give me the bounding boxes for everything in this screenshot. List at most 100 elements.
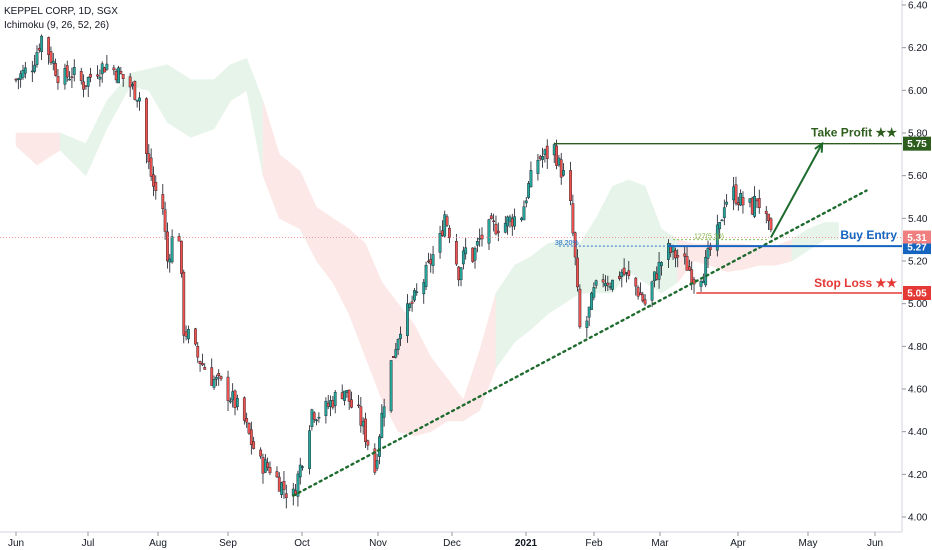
candle-body [282,481,286,490]
candle-body [601,279,605,283]
projection-arrow-head [814,141,824,153]
candle-body [503,222,507,233]
candle-body [56,76,60,84]
y-tick-label: 5.20 [908,257,928,268]
candle-body [135,99,139,102]
cloud-segment [316,207,334,284]
x-tick-label: Dec [443,538,461,549]
last-price-value: 5.31 [907,233,927,244]
candle-body [182,271,186,336]
candle-body [168,258,172,263]
candle-body [510,218,514,227]
support-trendline [292,189,868,497]
candle-body [198,361,202,365]
candle-body [734,184,738,204]
x-tick-label: Feb [585,538,603,549]
candle-body [767,213,770,222]
candle-body [152,174,155,187]
y-tick-label: 4.20 [908,470,928,481]
candle-body [545,145,549,159]
projection-arrow-line [770,143,824,239]
candle-body [461,250,465,265]
candle-body [242,397,246,421]
candle-body [138,97,141,102]
cloud-segment [530,243,548,330]
cloud-segment [742,243,760,270]
candle-body [524,200,528,204]
candle-body [30,70,34,73]
candle-body [68,78,71,81]
candle-body [722,207,726,218]
candle-body [592,287,596,298]
candle-body [324,400,328,416]
candle-body [378,436,381,457]
x-tick-label: Sep [219,538,237,549]
candle-body [82,81,85,90]
candle-body [233,390,237,408]
candle-body [489,215,493,220]
candle-body [54,63,58,76]
candle-body [245,418,249,423]
candle-body [657,261,661,280]
cloud-segment [579,217,597,294]
candle-body [748,198,752,203]
candle-body [527,183,531,198]
y-tick-label: 5.80 [908,129,928,140]
candle-body [413,290,416,301]
candle-body [35,52,39,65]
x-tick-label: Aug [149,538,167,549]
candle-body [228,400,232,403]
candle-body [79,71,83,81]
candle-body [261,457,265,474]
fib-level-label: 38.20% [555,240,579,247]
candle-body [559,159,563,178]
candle-body [366,440,370,446]
candle-body [343,390,346,401]
candle-body [263,459,267,473]
candle-body [112,67,116,71]
candle-body [606,282,610,286]
candle-body [145,98,148,154]
candle-body [84,85,88,87]
cloud-segment [15,132,38,166]
candle-body [536,159,540,174]
x-tick-label: Jun [867,538,883,549]
candle-body [86,77,90,87]
candle-body [576,257,579,288]
candle-body [196,346,200,358]
candle-body [23,67,27,74]
candle-body [573,232,577,258]
cloud-segment [85,100,108,176]
buy-entry-label: Buy Entry [840,228,897,242]
candle-body [252,441,256,449]
buy-entry-price: 5.27 [907,243,927,254]
candle-body [706,248,710,259]
candle-body [552,144,556,156]
candle-body [701,280,705,284]
candle-body [210,367,214,386]
candle-body [226,376,230,401]
candle-body [170,236,174,263]
y-tick-label: 5.40 [908,214,928,225]
candle-body [16,78,20,80]
candle-body [359,406,363,426]
cloud-segment [446,377,464,422]
candle-body [685,256,689,271]
last-price-tag [903,230,931,244]
candle-body [329,400,332,408]
candle-body [117,67,120,84]
candle-body [625,272,628,274]
cloud-segment [246,58,264,176]
candle-body [326,403,330,407]
candle-body [608,286,612,288]
cloud-segment [824,222,839,240]
candle-body [447,227,451,239]
candle-body [266,462,270,468]
candle-body [687,266,691,271]
candle-body [506,216,510,227]
stop-loss-label: Stop Loss ★★ [814,276,897,290]
candle-body [203,367,207,370]
candle-body [187,329,190,340]
y-tick-label: 6.00 [908,86,928,97]
